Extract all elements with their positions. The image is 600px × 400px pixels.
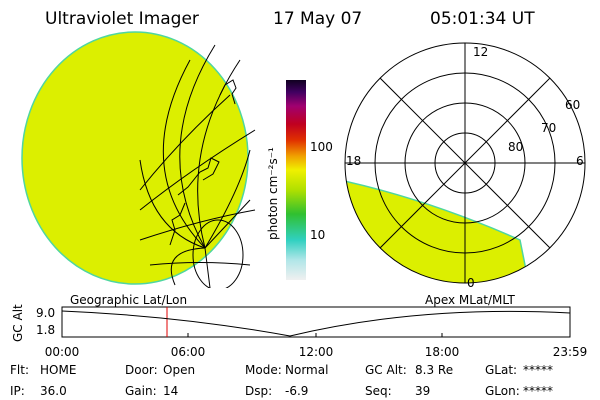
- field-label: IP:: [10, 384, 25, 398]
- field-label: Dsp:: [245, 384, 272, 398]
- date: 17 May 07: [273, 9, 362, 29]
- lat-label: 70: [541, 121, 556, 135]
- field-label: GLon:: [485, 384, 520, 398]
- mlt-label: 18: [346, 154, 361, 168]
- field-label: GLat:: [485, 363, 517, 377]
- colorbar-tick: 10: [310, 228, 325, 242]
- polar-plot: [344, 42, 586, 284]
- mlt-label: 0: [467, 276, 475, 290]
- geographic-image: [21, 31, 256, 288]
- field-value: 14: [163, 384, 178, 398]
- field-value: Open: [163, 363, 195, 377]
- field-label: Door:: [125, 363, 158, 377]
- mlt-label: 12: [473, 45, 488, 59]
- lat-label: 60: [565, 98, 580, 112]
- time: 05:01:34 UT: [430, 9, 535, 29]
- colorbar-tick: 100: [310, 140, 333, 154]
- mlt-label: 6: [576, 154, 584, 168]
- field-value: -6.9: [285, 384, 308, 398]
- field-label: Seq:: [365, 384, 392, 398]
- lat-label: 80: [508, 140, 523, 154]
- field-label: GC Alt:: [365, 363, 407, 377]
- colorbar: [286, 80, 306, 280]
- field-value: 36.0: [40, 384, 67, 398]
- field-value: 39: [415, 384, 430, 398]
- field-value: 8.3 Re: [415, 363, 453, 377]
- field-label: Gain:: [125, 384, 157, 398]
- title: Ultraviolet Imager: [45, 9, 199, 29]
- field-label: Mode:: [245, 363, 282, 377]
- field-value: *****: [523, 363, 553, 377]
- time-tick: 00:00: [45, 345, 80, 359]
- altitude-ylabel: GC Alt: [11, 304, 25, 342]
- altitude-ytick: 1.8: [36, 323, 55, 337]
- altitude-curve: [61, 310, 571, 337]
- colorbar-unit: photon cm⁻²s⁻¹: [266, 147, 280, 240]
- field-value: Normal: [285, 363, 328, 377]
- time-tick: 23:59: [553, 345, 588, 359]
- altitude-ytick: 9.0: [36, 306, 55, 320]
- time-tick: 12:00: [299, 345, 334, 359]
- panel-label: Apex MLat/MLT: [425, 293, 515, 307]
- field-value: HOME: [40, 363, 76, 377]
- time-tick: 06:00: [171, 345, 206, 359]
- field-value: *****: [523, 384, 553, 398]
- field-label: Flt:: [10, 363, 29, 377]
- panel-label: Geographic Lat/Lon: [70, 293, 187, 307]
- time-tick: 18:00: [425, 345, 460, 359]
